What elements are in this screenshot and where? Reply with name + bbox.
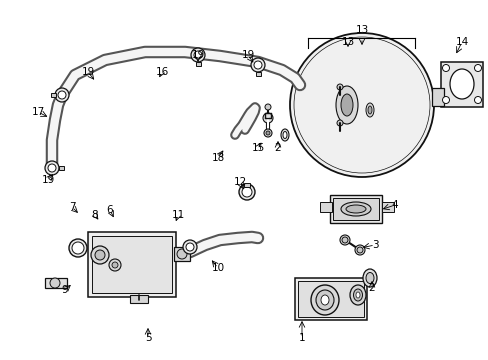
Bar — [50, 93, 55, 97]
Bar — [329, 195, 381, 223]
Text: 19: 19 — [81, 67, 95, 77]
Text: 6: 6 — [106, 205, 113, 215]
Circle shape — [264, 104, 270, 110]
Ellipse shape — [356, 247, 362, 253]
Circle shape — [95, 250, 105, 260]
Ellipse shape — [341, 237, 347, 243]
Text: 16: 16 — [155, 67, 168, 77]
Circle shape — [48, 164, 56, 172]
Circle shape — [473, 96, 481, 104]
Bar — [244, 183, 249, 187]
Bar — [381, 202, 393, 212]
Ellipse shape — [349, 285, 365, 305]
Bar — [319, 202, 331, 212]
Text: 18: 18 — [211, 153, 224, 163]
Text: 13: 13 — [341, 37, 354, 47]
Circle shape — [336, 120, 342, 126]
Circle shape — [264, 129, 271, 137]
Text: 9: 9 — [61, 285, 68, 295]
Circle shape — [265, 131, 269, 135]
Text: 5: 5 — [144, 333, 151, 343]
Text: 2: 2 — [368, 283, 375, 293]
Ellipse shape — [367, 106, 371, 114]
Text: 15: 15 — [251, 143, 264, 153]
Text: 10: 10 — [211, 263, 224, 273]
Text: 3: 3 — [371, 240, 378, 250]
Ellipse shape — [310, 285, 338, 315]
Circle shape — [177, 249, 186, 259]
Circle shape — [263, 113, 272, 123]
Ellipse shape — [281, 129, 288, 141]
Bar — [294, 278, 366, 320]
Circle shape — [58, 91, 66, 99]
Circle shape — [91, 246, 109, 264]
Circle shape — [112, 262, 118, 268]
Text: 7: 7 — [68, 202, 75, 212]
Ellipse shape — [340, 94, 352, 116]
Ellipse shape — [365, 273, 373, 284]
Ellipse shape — [320, 295, 328, 305]
Circle shape — [473, 64, 481, 72]
Circle shape — [50, 278, 60, 288]
Ellipse shape — [283, 131, 286, 139]
Circle shape — [109, 259, 121, 271]
Bar — [92, 236, 172, 293]
Bar — [440, 62, 482, 107]
Text: 4: 4 — [391, 200, 398, 210]
Bar — [45, 278, 67, 288]
Circle shape — [442, 96, 448, 104]
Text: 14: 14 — [454, 37, 468, 47]
Bar — [297, 281, 363, 317]
Circle shape — [242, 187, 251, 197]
Ellipse shape — [353, 289, 362, 301]
Circle shape — [45, 161, 59, 175]
Bar — [332, 198, 378, 220]
Bar — [88, 232, 176, 297]
Bar — [174, 247, 190, 261]
Bar — [195, 62, 200, 66]
Circle shape — [289, 33, 433, 177]
Bar — [130, 295, 148, 303]
Text: 11: 11 — [171, 210, 184, 220]
Text: 12: 12 — [233, 177, 246, 187]
Ellipse shape — [362, 269, 376, 287]
Text: 19: 19 — [191, 50, 204, 60]
Circle shape — [194, 51, 202, 59]
Circle shape — [250, 58, 264, 72]
Bar — [431, 88, 443, 106]
Ellipse shape — [340, 202, 370, 216]
Circle shape — [442, 64, 448, 72]
Circle shape — [69, 239, 87, 257]
Ellipse shape — [355, 292, 359, 298]
Ellipse shape — [449, 69, 473, 99]
Text: 19: 19 — [241, 50, 254, 60]
Text: 19: 19 — [41, 175, 55, 185]
Ellipse shape — [365, 103, 373, 117]
Circle shape — [55, 88, 69, 102]
Bar — [255, 72, 260, 76]
Text: 8: 8 — [92, 210, 98, 220]
Text: 1: 1 — [298, 333, 305, 343]
Ellipse shape — [354, 245, 364, 255]
Circle shape — [336, 84, 342, 90]
Circle shape — [191, 48, 204, 62]
Ellipse shape — [339, 235, 349, 245]
Ellipse shape — [315, 290, 333, 310]
Circle shape — [185, 243, 194, 251]
Circle shape — [253, 61, 262, 69]
Ellipse shape — [346, 205, 365, 213]
Bar — [59, 166, 63, 170]
Text: 2: 2 — [274, 143, 281, 153]
Text: 13: 13 — [355, 25, 368, 35]
Circle shape — [72, 242, 84, 254]
Circle shape — [183, 240, 197, 254]
Ellipse shape — [335, 86, 357, 124]
Circle shape — [239, 184, 254, 200]
Text: 17: 17 — [31, 107, 44, 117]
